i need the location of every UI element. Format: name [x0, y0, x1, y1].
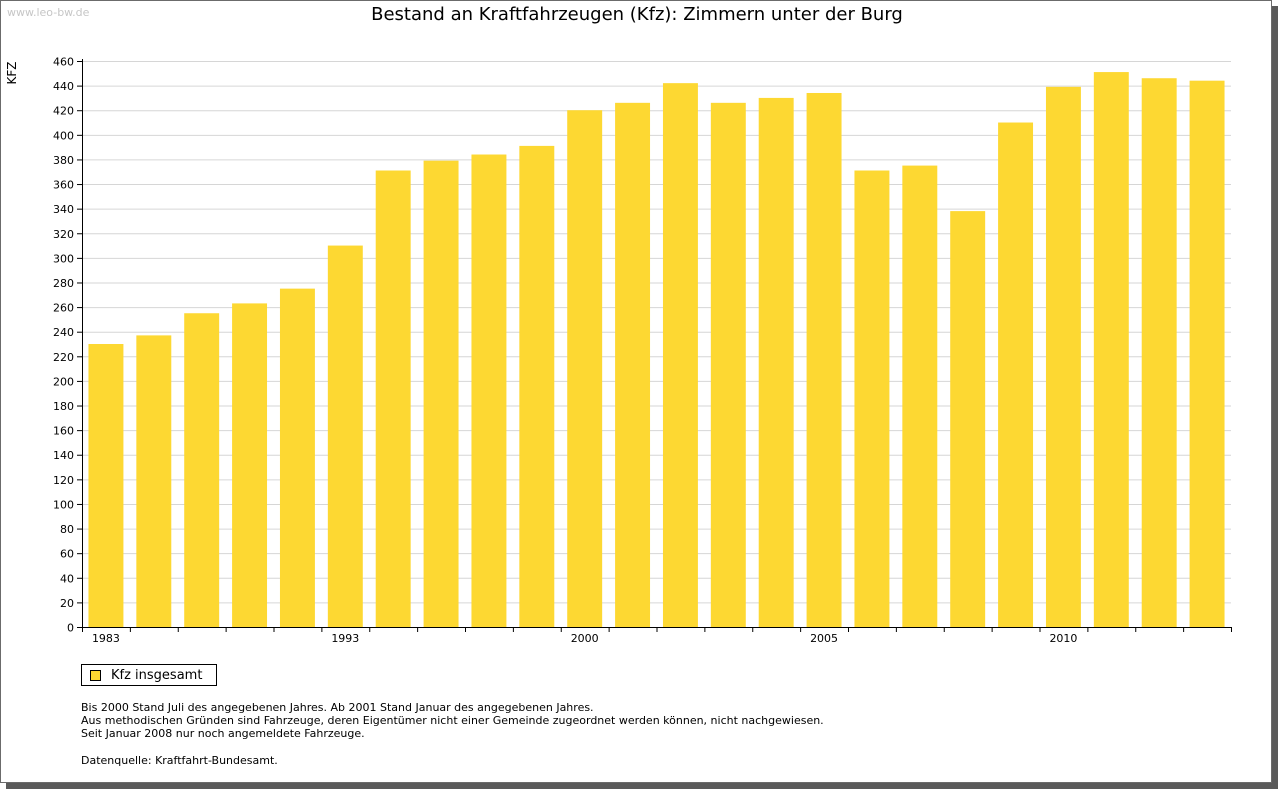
- y-tick-label-340: 340: [53, 203, 74, 216]
- bar-2013: [1189, 80, 1225, 628]
- y-tick-label-360: 360: [53, 179, 74, 192]
- axes: 0 20 40 60 80 100 120 140 160 180 200 220 240 260 280 3…: [53, 56, 1232, 645]
- x-tick-label-2010: 2010: [1049, 632, 1077, 645]
- y-axis-label: KFZ: [5, 62, 19, 85]
- y-tick-label-100: 100: [53, 498, 74, 511]
- y-tick-label-320: 320: [53, 228, 74, 241]
- y-tick-label-80: 80: [60, 523, 74, 536]
- x-tick-label-1993: 1993: [331, 632, 359, 645]
- y-tick-label-260: 260: [53, 302, 74, 315]
- y-tick-label-440: 440: [53, 80, 74, 93]
- bar-2006: [854, 170, 890, 627]
- y-tick-label-400: 400: [53, 129, 74, 142]
- y-tick-label-160: 160: [53, 425, 74, 438]
- bar-2011: [1093, 72, 1129, 627]
- y-tick-label-20: 20: [60, 597, 74, 610]
- y-tick-label-200: 200: [53, 375, 74, 388]
- grid-lines: [82, 61, 1231, 604]
- data-source: Datenquelle: Kraftfahrt-Bundesamt.: [81, 754, 278, 767]
- legend-label: Kfz insgesamt: [111, 667, 203, 683]
- bar-2012: [1141, 78, 1177, 628]
- bar-2000: [567, 110, 603, 627]
- bar-1991: [279, 288, 315, 627]
- bar-1997: [519, 145, 555, 627]
- x-tick-label-2005: 2005: [810, 632, 838, 645]
- bar-2002: [662, 83, 698, 627]
- bar-1996: [471, 154, 507, 627]
- bar-1983: [88, 344, 124, 627]
- bar-2004: [758, 97, 794, 628]
- y-tick-label-300: 300: [53, 252, 74, 265]
- y-tick-label-0: 0: [67, 622, 74, 635]
- y-tick-label-420: 420: [53, 105, 74, 118]
- x-tick-label-1983: 1983: [92, 632, 120, 645]
- bar-chart: 0 20 40 60 80 100 120 140 160 180 200 220 240 260 280 3…: [5, 56, 1232, 645]
- bar-1990: [232, 303, 268, 627]
- bars: [88, 72, 1225, 628]
- legend: Kfz insgesamt: [81, 664, 217, 686]
- bar-1988: [136, 335, 172, 627]
- y-tick-label-380: 380: [53, 154, 74, 167]
- x-tick-label-2000: 2000: [571, 632, 599, 645]
- bar-2001: [615, 102, 651, 628]
- y-tick-label-240: 240: [53, 326, 74, 339]
- bar-2007: [902, 165, 938, 627]
- bar-1989: [184, 313, 220, 627]
- bar-2003: [710, 102, 746, 628]
- footnote-3: Seit Januar 2008 nur noch angemeldete Fa…: [81, 727, 365, 740]
- y-tick-label-60: 60: [60, 548, 74, 561]
- footnotes: Bis 2000 Stand Juli des angegebenen Jahr…: [81, 701, 824, 740]
- watermark: www.leo-bw.de: [7, 6, 90, 19]
- bar-1993: [327, 245, 363, 627]
- legend-swatch: [90, 669, 101, 681]
- y-tick-label-180: 180: [53, 400, 74, 413]
- bar-1994: [375, 170, 411, 627]
- bar-2008: [950, 211, 986, 627]
- bar-2009: [998, 122, 1034, 628]
- y-tick-label-140: 140: [53, 449, 74, 462]
- footnote-2: Aus methodischen Gründen sind Fahrzeuge,…: [81, 714, 824, 727]
- bar-2010: [1045, 86, 1081, 628]
- y-tick-label-280: 280: [53, 277, 74, 290]
- chart-title: Bestand an Kraftfahrzeugen (Kfz): Zimmer…: [371, 4, 903, 25]
- y-tick-label-220: 220: [53, 351, 74, 364]
- bar-1995: [423, 160, 459, 627]
- y-tick-label-460: 460: [53, 56, 74, 69]
- footnote-1: Bis 2000 Stand Juli des angegebenen Jahr…: [81, 701, 594, 714]
- bar-2005: [806, 92, 842, 627]
- y-tick-label-40: 40: [60, 572, 74, 585]
- y-tick-label-120: 120: [53, 474, 74, 487]
